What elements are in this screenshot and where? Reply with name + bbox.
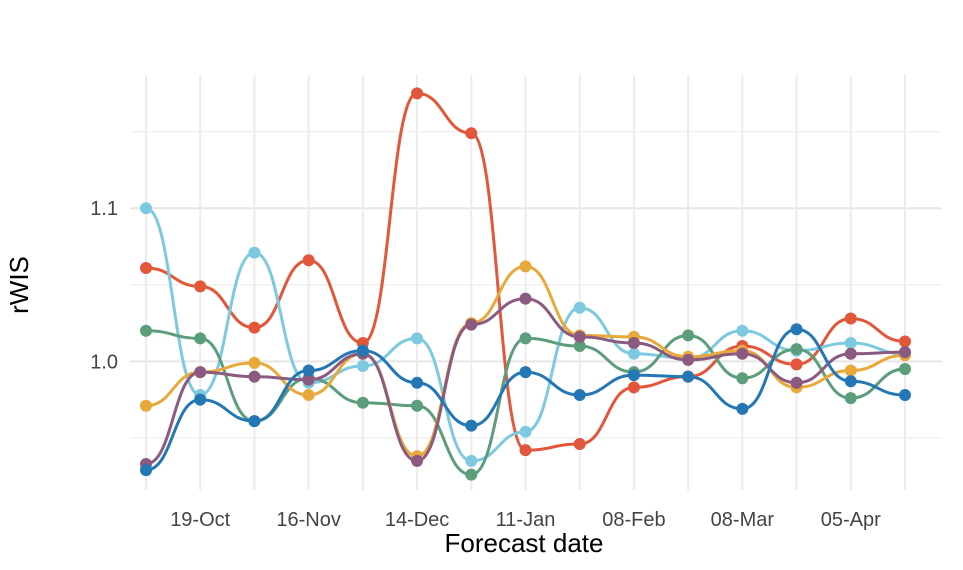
data-point — [248, 415, 261, 428]
data-point — [844, 375, 857, 388]
data-point — [356, 344, 369, 357]
data-point — [140, 261, 152, 274]
data-point — [790, 323, 803, 336]
x-tick-label: 11-Jan — [496, 509, 556, 531]
series-line — [145, 91, 906, 452]
data-point — [736, 347, 749, 360]
x-tick-label: 08-Feb — [602, 509, 665, 531]
data-point — [627, 381, 640, 394]
data-point — [682, 353, 695, 366]
data-point — [302, 254, 315, 267]
data-point — [465, 419, 478, 432]
data-point — [736, 324, 749, 337]
data-point — [682, 329, 695, 342]
data-point — [790, 343, 803, 356]
x-tick-label: 08-Mar — [711, 509, 775, 531]
x-tick-label: 05-Apr — [821, 509, 881, 531]
data-point — [411, 454, 424, 467]
data-point — [248, 370, 261, 383]
data-point — [899, 363, 911, 376]
data-point — [465, 468, 478, 481]
data-point — [248, 246, 261, 259]
data-point — [899, 346, 911, 359]
data-point — [573, 330, 586, 343]
data-point — [519, 366, 532, 379]
data-point — [248, 321, 261, 334]
x-tick-label: 19-Oct — [170, 509, 230, 531]
y-tick-label: 1.0 — [90, 351, 118, 373]
data-point — [519, 332, 532, 345]
data-point — [140, 399, 152, 412]
data-point — [248, 356, 261, 369]
data-point — [302, 364, 315, 377]
data-point — [899, 389, 911, 402]
series-line — [145, 327, 906, 472]
data-point — [844, 364, 857, 377]
data-point — [844, 312, 857, 325]
data-point — [411, 87, 424, 100]
data-point — [573, 389, 586, 402]
data-point — [356, 396, 369, 409]
data-point — [627, 347, 640, 360]
data-point — [411, 399, 424, 412]
data-point — [140, 202, 152, 215]
data-point — [736, 402, 749, 415]
data-point — [519, 425, 532, 438]
series-line — [145, 297, 906, 466]
data-point — [140, 324, 152, 337]
x-axis-label: Forecast date — [445, 528, 604, 558]
data-point — [194, 332, 207, 345]
data-point — [844, 392, 857, 405]
data-point — [194, 280, 207, 293]
x-tick-label: 16-Nov — [276, 509, 340, 531]
data-point — [736, 372, 749, 385]
data-point — [627, 369, 640, 382]
x-tick-label: 14-Dec — [385, 509, 449, 531]
data-point — [465, 318, 478, 331]
data-point — [519, 444, 532, 457]
data-point — [573, 438, 586, 451]
data-point — [519, 292, 532, 305]
y-axis-label: rWIS — [4, 256, 34, 314]
data-point — [194, 366, 207, 379]
data-point — [302, 373, 315, 386]
data-point — [356, 359, 369, 372]
data-point — [302, 389, 315, 402]
data-point — [790, 358, 803, 371]
data-point — [194, 393, 207, 406]
data-point — [627, 336, 640, 349]
data-point — [519, 260, 532, 273]
data-point — [140, 464, 152, 477]
data-point — [844, 347, 857, 360]
data-point — [465, 454, 478, 467]
data-point — [790, 376, 803, 389]
y-tick-label: 1.1 — [90, 198, 118, 220]
data-point — [411, 376, 424, 389]
data-point — [573, 301, 586, 314]
data-point — [411, 332, 424, 345]
data-point — [682, 370, 695, 383]
data-point — [899, 335, 911, 348]
data-point — [573, 340, 586, 353]
data-point — [465, 127, 478, 140]
data-point — [844, 336, 857, 349]
